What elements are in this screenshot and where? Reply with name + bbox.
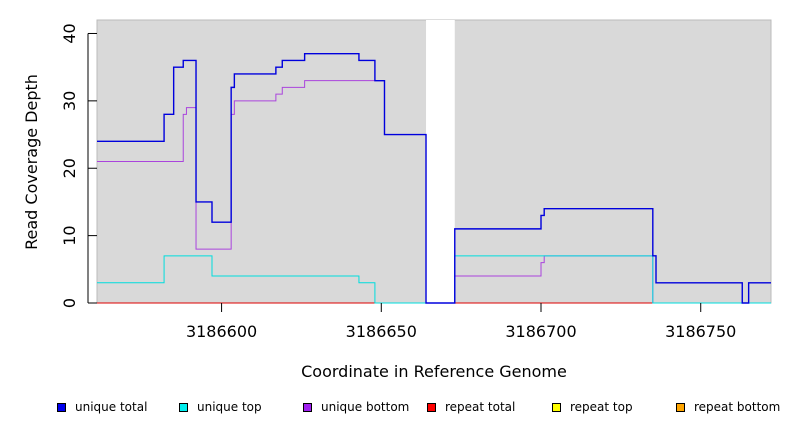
y-axis: 0 10 20 30 40 <box>60 23 97 308</box>
y-axis-title: Read Coverage Depth <box>22 74 41 250</box>
legend-label: unique bottom <box>321 400 410 414</box>
y-tick-label: 20 <box>60 158 79 178</box>
legend-item-unique-top: unique top <box>179 400 262 414</box>
legend-label: repeat bottom <box>694 400 781 414</box>
legend-swatch <box>676 402 685 412</box>
series-unique-top <box>97 255 771 304</box>
y-tick-label: 30 <box>60 91 79 111</box>
legend-item-repeat-total: repeat total <box>427 400 515 414</box>
legend-item-unique-bottom: unique bottom <box>303 400 409 414</box>
x-tick-label: 3186750 <box>665 322 736 341</box>
legend-label: repeat total <box>445 400 516 414</box>
x-tick-label: 3186650 <box>346 322 417 341</box>
series-unique-bottom <box>97 80 771 304</box>
legend-label: unique top <box>197 400 262 414</box>
legend: unique total unique top unique bottom repea… <box>0 400 792 420</box>
coverage-chart: 0 10 20 30 40 3186600 3186650 3186700 3186750 R… <box>22 19 772 381</box>
x-axis: 3186600 3186650 3186700 3186750 <box>186 303 736 341</box>
series-layer <box>97 52 771 304</box>
series-unique-total <box>97 52 771 304</box>
legend-swatch <box>427 402 436 412</box>
y-tick-label: 40 <box>60 23 79 43</box>
y-tick-label: 10 <box>60 225 79 245</box>
legend-swatch <box>303 402 312 412</box>
legend-item-unique-total: unique total <box>57 400 147 414</box>
legend-label: repeat top <box>570 400 633 414</box>
y-tick-label: 0 <box>60 298 79 308</box>
legend-swatch <box>179 402 188 412</box>
legend-item-repeat-top: repeat top <box>552 400 633 414</box>
x-tick-label: 3186600 <box>186 322 257 341</box>
x-tick-label: 3186700 <box>505 322 576 341</box>
x-axis-title: Coordinate in Reference Genome <box>301 362 567 381</box>
legend-label: unique total <box>75 400 148 414</box>
gap-region <box>426 20 455 303</box>
legend-swatch <box>552 402 561 412</box>
legend-swatch <box>57 402 66 412</box>
legend-item-repeat-bottom: repeat bottom <box>676 400 780 414</box>
